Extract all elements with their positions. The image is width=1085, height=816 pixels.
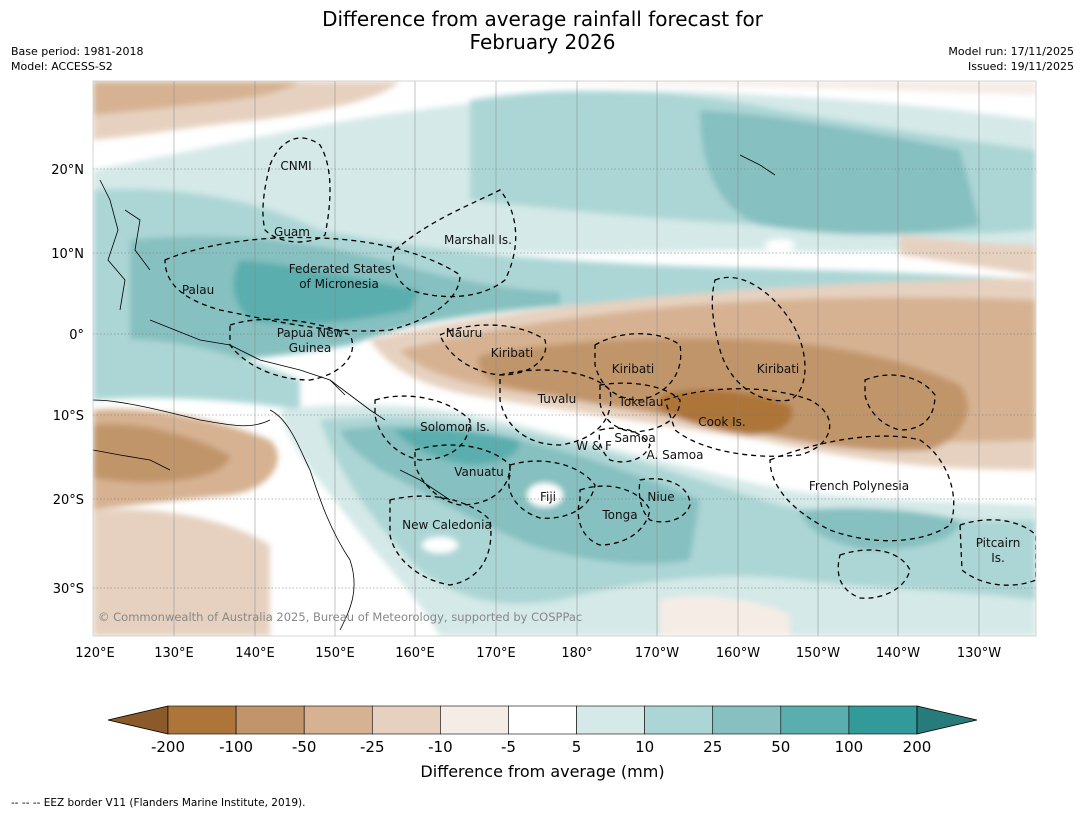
lat-label: 10°S <box>53 409 84 424</box>
meridians <box>173 81 980 636</box>
label-fsm-1: Federated States <box>289 262 391 276</box>
legend-swatch <box>440 705 509 735</box>
lon-label: 170°E <box>476 646 516 661</box>
legend-swatch <box>780 705 850 735</box>
legend-tick-label: 5 <box>572 738 582 756</box>
label-png-2: Guinea <box>289 341 332 355</box>
label-kiribati-east: Kiribati <box>757 362 799 376</box>
lon-label: 140°E <box>235 646 275 661</box>
label-wallis-futuna: W & F <box>576 439 612 453</box>
title-line-2: February 2026 <box>469 30 616 54</box>
legend-tick-label: 50 <box>771 738 790 756</box>
issued-date: Issued: 19/11/2025 <box>967 60 1074 73</box>
lat-label: 0° <box>69 328 84 343</box>
label-tonga: Tonga <box>601 508 637 522</box>
label-kiribati-central: Kiribati <box>612 362 654 376</box>
legend-tick-label: -25 <box>360 738 385 756</box>
label-tuvalu: Tuvalu <box>537 392 577 406</box>
lat-label: 20°N <box>51 163 84 178</box>
legend-swatch <box>371 705 441 735</box>
label-fiji: Fiji <box>540 490 556 504</box>
legend-swatch <box>712 705 782 735</box>
model-name: Model: ACCESS-S2 <box>11 60 113 73</box>
label-french-polynesia: French Polynesia <box>809 479 909 493</box>
label-nauru: Nauru <box>446 326 482 340</box>
eez-borders <box>164 137 1036 599</box>
legend-ticks: -200 -100 -50 -25 -10 -5 5 10 25 50 100 200 <box>151 738 931 756</box>
label-guam: Guam <box>274 225 310 239</box>
legend-swatch-max <box>916 705 978 735</box>
legend-swatch <box>644 705 714 735</box>
label-vanuatu: Vanuatu <box>454 465 504 479</box>
meta-left: Base period: 1981-2018 Model: ACCESS-S2 <box>11 44 143 74</box>
legend-swatch-min <box>107 705 169 735</box>
label-cook-islands: Cook Is. <box>698 415 745 429</box>
lat-label: 30°S <box>53 582 84 597</box>
legend-swatch <box>167 705 237 735</box>
legend-swatch <box>848 705 918 735</box>
legend-title: Difference from average (mm) <box>420 762 665 781</box>
lat-labels: 20°N 10°N 0° 10°S 20°S 30°S <box>51 163 84 597</box>
label-samoa: Samoa <box>614 431 655 445</box>
legend-tick-label: -100 <box>219 738 253 756</box>
region-labels: CNMI Guam Marshall Is. Federated States … <box>182 159 1020 565</box>
lon-label: 160°W <box>716 646 760 661</box>
lon-label: 140°W <box>876 646 920 661</box>
lon-label: 160°E <box>395 646 435 661</box>
copyright-text: © Commonwealth of Australia 2025, Bureau… <box>98 610 582 624</box>
rainfall-map: CNMI Guam Marshall Is. Federated States … <box>51 80 1037 661</box>
map-frame <box>92 80 1037 637</box>
label-tokelau: Tokelau <box>618 395 664 409</box>
lon-labels: 120°E 130°E 140°E 150°E 160°E 170°E 180°… <box>75 646 1001 661</box>
lat-label: 20°S <box>53 493 84 508</box>
legend-swatch <box>576 705 645 735</box>
label-png-1: Papua New <box>277 326 344 340</box>
legend-tick-label: 10 <box>635 738 654 756</box>
lon-label: 150°W <box>796 646 840 661</box>
lon-label: 180° <box>561 646 592 661</box>
label-cnmi: CNMI <box>280 159 311 173</box>
legend-tick-label: -5 <box>501 738 516 756</box>
label-fsm-2: of Micronesia <box>299 277 379 291</box>
lon-label: 150°E <box>315 646 355 661</box>
model-run: Model run: 17/11/2025 <box>948 45 1074 58</box>
legend-swatch <box>508 705 577 735</box>
lat-label: 10°N <box>51 247 84 262</box>
legend-swatches <box>107 705 978 735</box>
label-kiribati-west: Kiribati <box>491 346 533 360</box>
lon-label: 120°E <box>75 646 115 661</box>
legend-tick-label: -10 <box>428 738 453 756</box>
footnote: -- -- -- EEZ border V11 (Flanders Marine… <box>11 797 306 809</box>
label-palau: Palau <box>182 283 214 297</box>
meta-right: Model run: 17/11/2025 Issued: 19/11/2025 <box>948 44 1074 74</box>
legend-tick-label: 100 <box>835 738 864 756</box>
label-pitcairn-2: Is. <box>991 551 1005 565</box>
chart-title: Difference from average rainfall forecas… <box>0 8 1085 54</box>
lon-label: 130°E <box>154 646 194 661</box>
legend-tick-label: 200 <box>903 738 932 756</box>
legend-swatch <box>235 705 305 735</box>
coastlines <box>93 154 776 631</box>
legend-tick-label: -200 <box>151 738 185 756</box>
label-solomon: Solomon Is. <box>420 420 490 434</box>
base-period: Base period: 1981-2018 <box>11 45 144 58</box>
legend-tick-label: -50 <box>292 738 317 756</box>
label-american-samoa: A. Samoa <box>647 448 704 462</box>
label-new-caledonia: New Caledonia <box>402 518 492 532</box>
label-pitcairn-1: Pitcairn <box>976 536 1021 550</box>
label-marshall: Marshall Is. <box>444 233 512 247</box>
lon-label: 170°W <box>635 646 679 661</box>
legend-swatch <box>303 705 373 735</box>
legend-tick-label: 25 <box>703 738 722 756</box>
lon-label: 130°W <box>957 646 1001 661</box>
map-field <box>93 81 1036 636</box>
title-line-1: Difference from average rainfall forecas… <box>322 7 763 31</box>
label-niue: Niue <box>647 490 674 504</box>
